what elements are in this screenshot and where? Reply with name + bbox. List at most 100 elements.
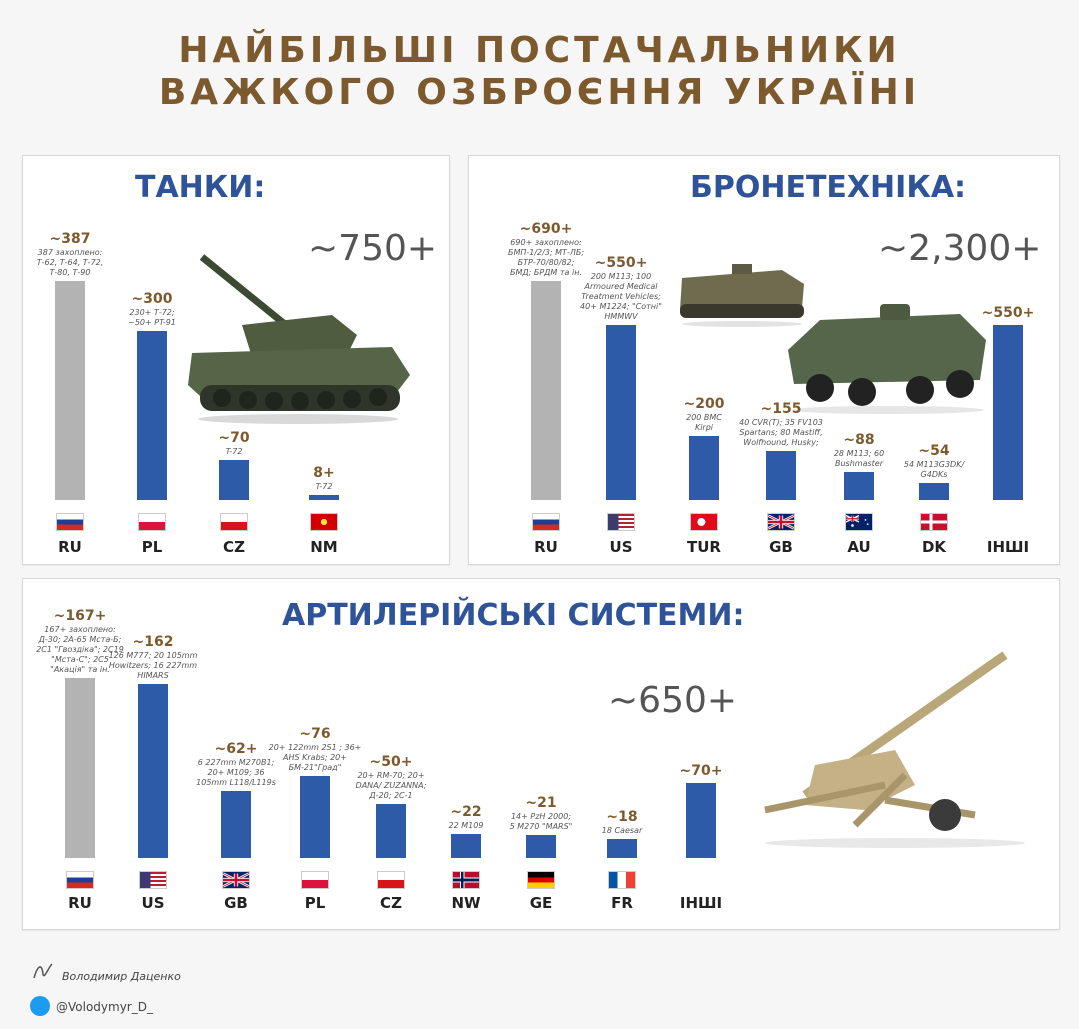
bar-note-line: 22 M109 <box>448 821 484 831</box>
bar-note-line: 54 M113G3DK/ <box>903 459 965 469</box>
bar-note-line: ~50+ PT-91 <box>128 317 176 327</box>
bar-note-line: 20+ RM-70; 20+ <box>357 771 425 781</box>
bar-gb <box>221 791 251 858</box>
bar-note-line: 690+ захоплено: <box>510 237 582 247</box>
country-code-label: RU <box>534 538 558 556</box>
bar-pl <box>300 776 330 858</box>
bar-nw <box>451 834 481 858</box>
tanks-title: ТАНКИ: <box>135 170 266 205</box>
flag-france-icon <box>608 871 636 889</box>
flag-australia-icon <box>845 513 873 531</box>
twitter-icon <box>30 996 50 1016</box>
bar-note-line: Treatment Vehicles; <box>581 292 661 302</box>
flag-usa-icon <box>139 871 167 889</box>
bar-note-line: 28 M113; 60 <box>833 449 885 459</box>
bar-value-label: ~162 <box>132 633 174 650</box>
bar-value-label: ~200 <box>683 396 725 413</box>
bar-note-line: Wolfhound, Husky; <box>743 437 819 447</box>
country-code-label: NW <box>451 894 481 912</box>
country-code-label: ІНШІ <box>986 538 1030 556</box>
bar-fr <box>607 838 637 858</box>
bar-ru <box>531 280 561 500</box>
bar-note-line: 40+ M1224; "Сотні" <box>580 302 662 312</box>
bar-note: 20+ RM-70; 20+ DANA/ ZUZANNA; Д-20; 2С-1 <box>356 771 427 801</box>
author-name: Володимир Даценко <box>62 970 181 983</box>
bar-value-label: 8+ <box>313 465 335 482</box>
page-title-line1: НАЙБІЛЬШІ ПОСТАЧАЛЬНИКИ <box>178 30 901 71</box>
flag-norway-icon <box>452 871 480 889</box>
bar-note: 18 Caesar <box>602 826 643 836</box>
bar-note-line: Т-62, Т-64, Т-72, <box>36 258 104 268</box>
bar-value-label: ~167+ <box>53 608 107 625</box>
flag-russia-icon <box>532 513 560 531</box>
bar-tur <box>689 436 719 500</box>
country-code-label: RU <box>68 894 92 912</box>
flag-uk-icon <box>222 871 250 889</box>
bar-note-line: Т-80, Т-90 <box>49 268 91 278</box>
country-code-label: CZ <box>380 894 402 912</box>
bar-note: 22 M109 <box>449 821 484 831</box>
armor-title: БРОНЕТЕХНІКА: <box>690 170 967 205</box>
bar-note-line: 20+ M109; 36 <box>207 768 265 778</box>
bar-gb <box>766 450 796 500</box>
bar-note-line: БТР-70/80/82; <box>517 257 575 267</box>
bar-value-label: ~18 <box>606 808 638 825</box>
page-title-line2: ВАЖКОГО ОЗБРОЄННЯ УКРАЇНІ <box>158 72 921 113</box>
country-code-label: FR <box>611 894 633 912</box>
tank-image <box>188 254 410 424</box>
bar-note: T-72 <box>316 482 333 492</box>
country-code-label: NM <box>310 538 338 556</box>
country-code-label: US <box>609 538 633 556</box>
bar-note-line: 200 BMC <box>686 413 722 423</box>
country-code-label: CZ <box>223 538 245 556</box>
bar-note-line: Kirpi <box>694 423 714 433</box>
twitter-handle[interactable]: @Volodymyr_D_ <box>56 1000 153 1014</box>
artillery-title: АРТИЛЕРІЙСЬКІ СИСТЕМИ: <box>282 598 745 633</box>
bar-note: 167+ захоплено: Д-30; 2А-65 Мста-Б; 2С1 "Г… <box>36 625 124 675</box>
bar-note-line: Spartans; 80 Mastiff, <box>739 427 823 437</box>
country-code-label: PL <box>141 538 163 556</box>
artillery-total: ~650+ <box>608 680 738 721</box>
bar-note-line: 5 M270 "MARS" <box>509 822 573 832</box>
btr-apc-image <box>788 304 986 414</box>
howitzer-image <box>764 651 1025 848</box>
bar-nm <box>309 495 339 500</box>
flag-poland-icon <box>301 871 329 889</box>
bar-note-line: 126 M777; 20 105mm <box>108 650 198 660</box>
bar-note-line: DANA/ ZUZANNA; <box>355 781 427 791</box>
flag-north-macedonia-icon <box>310 513 338 531</box>
bar-note-line: 20+ 122mm 2S1 ; 36+ <box>268 743 362 753</box>
bar-note: 54 M113G3DK/G4DKs <box>904 460 964 480</box>
bar-note-line: БМП-1/2/3; МТ-ЛБ; <box>507 247 585 257</box>
bar-pl <box>137 330 167 500</box>
bar-note-line: Д-30; 2А-65 Мста-Б; <box>38 635 122 645</box>
country-code-label: RU <box>58 538 82 556</box>
bar-value-label: ~70+ <box>679 762 723 779</box>
bar-інші <box>686 782 716 858</box>
bar-note: 20+ 122mm 2S1 ; 36+ AHS Krabs; 20+ БМ-21"Г… <box>269 743 362 773</box>
bar-note-line: Armoured Medical <box>584 282 658 292</box>
bar-value-label: ~70 <box>218 430 250 447</box>
m113-apc-image <box>680 264 804 327</box>
bar-au <box>844 472 874 500</box>
bar-note-line: 387 захоплено: <box>37 248 103 258</box>
bar-note-line: 40 CVR(T); 35 FV103 <box>739 417 823 427</box>
bar-value-label: ~690+ <box>519 220 573 237</box>
armor-total: ~2,300+ <box>878 228 1042 269</box>
bar-dk <box>919 482 949 500</box>
bar-ge <box>526 835 556 858</box>
country-code-label: PL <box>304 894 326 912</box>
tanks-total: ~750+ <box>308 228 438 269</box>
bar-us <box>138 683 168 858</box>
bar-note-line: 230+ Т-72; <box>129 307 175 317</box>
bar-note: T-72 <box>226 447 243 457</box>
flag-russia-icon <box>56 513 84 531</box>
bar-note-line: "Мста-С"; 2С5 <box>51 655 109 665</box>
country-code-label: GE <box>529 894 553 912</box>
flag-uk-icon <box>767 513 795 531</box>
bar-інші <box>993 325 1023 500</box>
flag-germany-icon <box>527 871 555 889</box>
flag-czechia-icon <box>220 513 248 531</box>
country-code-label: AU <box>847 538 871 556</box>
flag-czechia-icon <box>377 871 405 889</box>
